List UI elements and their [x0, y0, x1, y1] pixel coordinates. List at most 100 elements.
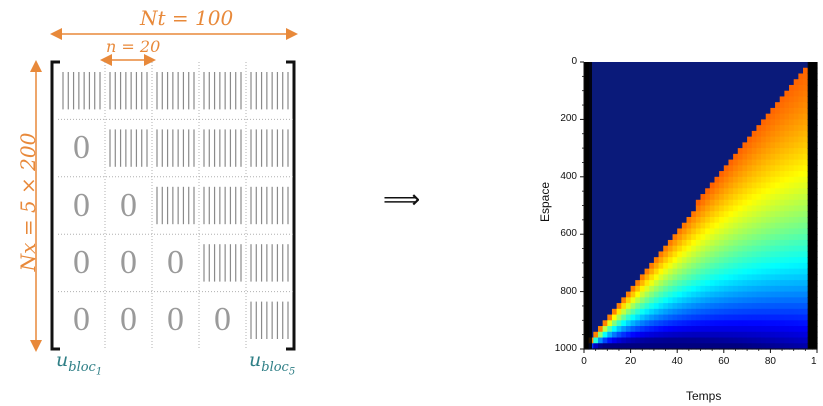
heatmap-cell	[765, 274, 771, 281]
heatmap-cell	[681, 314, 688, 321]
heatmap-cell	[770, 245, 776, 253]
heatmap-cell	[793, 268, 799, 275]
heatmap-cell	[761, 199, 767, 207]
heatmap-cell	[779, 308, 785, 316]
heatmap-cell	[756, 303, 762, 310]
heatmap-cell	[779, 297, 785, 304]
heatmap-cell	[658, 326, 664, 333]
heatmap-cell	[737, 262, 744, 270]
heatmap-cell	[719, 251, 725, 258]
heatmap-cell	[658, 337, 664, 344]
heatmap-cell	[719, 216, 725, 224]
heatmap-cell	[653, 274, 660, 281]
heatmap-cell	[723, 239, 730, 247]
heatmap-cell	[765, 171, 771, 178]
heatmap-cell	[700, 331, 706, 339]
heatmap-cell	[737, 239, 744, 247]
heatmap-cell	[733, 291, 739, 298]
heatmap-cell	[779, 102, 785, 109]
heatmap-cell	[803, 331, 809, 339]
heatmap-cell	[761, 331, 767, 339]
heatmap-cell	[630, 343, 636, 350]
heatmap-cell	[803, 268, 809, 275]
heatmap-cell	[793, 79, 799, 86]
heatmap-cell	[709, 343, 716, 350]
heatmap-cell	[714, 199, 720, 207]
heatmap-cell	[649, 343, 655, 350]
heatmap-cell	[681, 280, 688, 287]
heatmap-cell	[677, 285, 683, 293]
heatmap-cell	[803, 125, 809, 132]
heatmap-cell	[700, 320, 706, 327]
heatmap-cell	[630, 337, 636, 344]
heatmap-cell	[677, 308, 683, 316]
heatmap-cell	[719, 234, 725, 241]
heatmap-cell	[742, 262, 748, 270]
heatmap-cell	[737, 216, 744, 224]
heatmap-cell	[793, 199, 799, 207]
heatmap-cell	[789, 84, 795, 92]
heatmap-cell	[793, 182, 799, 189]
heatmap-cell	[742, 239, 748, 247]
heatmap-cell	[770, 216, 776, 224]
heatmap-cell	[649, 274, 655, 281]
heatmap-cell	[756, 234, 762, 241]
heatmap-cell	[737, 148, 744, 155]
heatmap-cell	[784, 331, 790, 339]
heatmap-cell	[784, 102, 790, 109]
heatmap-cell	[779, 257, 785, 264]
heatmap-cell	[672, 245, 678, 253]
heatmap-cell	[686, 222, 692, 230]
heatmap-cell	[747, 171, 753, 178]
heatmap-cell	[728, 320, 734, 327]
heatmap-cell	[695, 320, 702, 327]
heatmap-cell	[765, 234, 771, 241]
heatmap-cell	[635, 297, 641, 304]
heatmap-cell	[737, 205, 744, 212]
heatmap-cell	[751, 251, 758, 258]
heatmap-cell	[779, 291, 785, 298]
heatmap-cell	[691, 326, 697, 333]
heatmap-cell	[742, 326, 748, 333]
heatmap-cell	[798, 199, 804, 207]
heatmap-cell	[733, 228, 739, 235]
matrix-drawing	[30, 28, 298, 352]
heatmap-cell	[803, 148, 809, 155]
heatmap-cell	[649, 326, 655, 333]
heatmap-cell	[756, 262, 762, 270]
heatmap-cell	[789, 245, 795, 253]
heatmap-cell	[765, 136, 771, 143]
heatmap-cell	[742, 159, 748, 166]
heatmap-cell	[747, 165, 753, 172]
heatmap-cell	[607, 331, 613, 339]
heatmap-cell	[798, 308, 804, 316]
heatmap-cell	[695, 205, 702, 212]
heatmap-cell	[756, 285, 762, 293]
heatmap-cell	[714, 285, 720, 293]
x-axis-label: Temps	[686, 389, 722, 403]
heatmap-cell	[793, 251, 799, 258]
heatmap-cell	[765, 182, 771, 189]
heatmap-cell	[751, 303, 758, 310]
heatmap-cell	[789, 142, 795, 149]
heatmap-cell	[751, 274, 758, 281]
heatmap-cell	[723, 320, 730, 327]
heatmap-cell	[742, 148, 748, 155]
heatmap-cell	[770, 343, 776, 350]
heatmap-cell	[770, 320, 776, 327]
heatmap-cell	[672, 320, 678, 327]
heatmap-cell	[663, 285, 669, 293]
x-tick-label: 40	[671, 356, 683, 367]
heatmap-cell	[779, 182, 785, 189]
heatmap-cell	[728, 159, 734, 166]
heatmap-cell	[775, 142, 781, 149]
heatmap-cell	[761, 308, 767, 316]
heatmap-cell	[663, 308, 669, 316]
heatmap-cell	[765, 125, 771, 132]
heatmap-cell	[686, 239, 692, 247]
heatmap-cell	[784, 176, 790, 184]
heatmap-cell	[700, 297, 706, 304]
heatmap-cell	[789, 182, 795, 189]
heatmap-cell	[691, 216, 697, 224]
heatmap-cell	[789, 262, 795, 270]
